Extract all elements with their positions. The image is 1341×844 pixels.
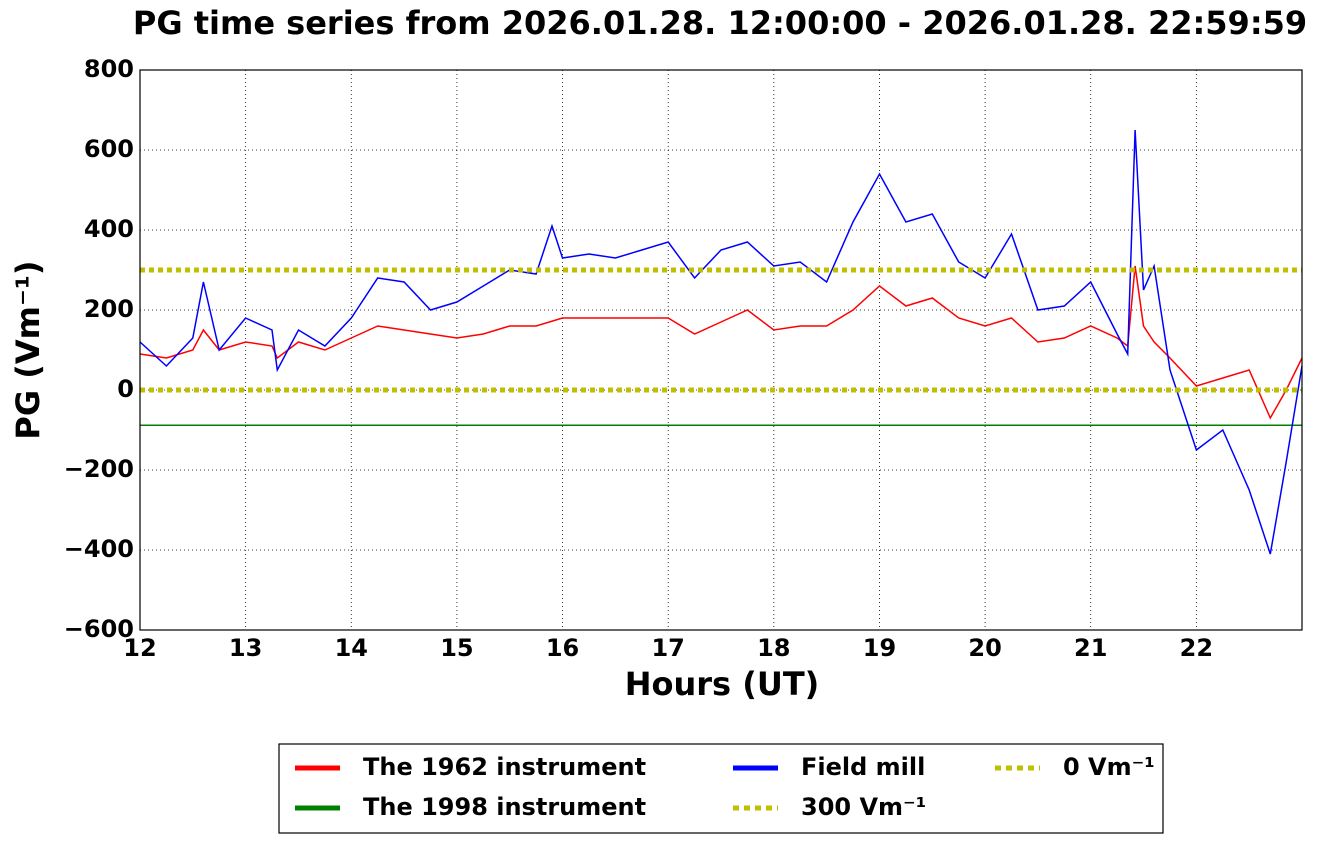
x-tick-label: 12 bbox=[123, 634, 156, 662]
x-tick-label: 14 bbox=[335, 634, 368, 662]
y-tick-label: 0 bbox=[117, 375, 134, 403]
x-tick-label: 21 bbox=[1074, 634, 1107, 662]
x-tick-label: 18 bbox=[757, 634, 790, 662]
y-axis-label: PG (Vm⁻¹) bbox=[9, 260, 47, 439]
plot-frame bbox=[139, 69, 1303, 631]
y-tick-label: 200 bbox=[84, 295, 134, 323]
x-tick-label: 17 bbox=[651, 634, 684, 662]
y-tick-label: 600 bbox=[84, 135, 134, 163]
chart-title: PG time series from 2026.01.28. 12:00:00… bbox=[133, 4, 1307, 42]
legend-label: Field mill bbox=[801, 753, 925, 781]
x-tick-label: 16 bbox=[546, 634, 579, 662]
x-tick-label: 20 bbox=[968, 634, 1001, 662]
x-tick-label: 19 bbox=[863, 634, 896, 662]
legend-label: The 1962 instrument bbox=[363, 753, 646, 781]
y-tick-label: 400 bbox=[84, 215, 134, 243]
legend-label: 300 Vm⁻¹ bbox=[801, 793, 926, 821]
legend-label: The 1998 instrument bbox=[363, 793, 646, 821]
x-tick-label: 13 bbox=[229, 634, 262, 662]
y-tick-label: 800 bbox=[84, 55, 134, 83]
x-axis-label: Hours (UT) bbox=[625, 665, 820, 703]
series-line bbox=[139, 129, 1303, 555]
y-tick-label: −600 bbox=[64, 615, 134, 643]
y-tick-label: −400 bbox=[64, 535, 134, 563]
x-tick-label: 15 bbox=[440, 634, 473, 662]
legend-label: 0 Vm⁻¹ bbox=[1063, 753, 1155, 781]
series-line bbox=[139, 265, 1303, 420]
y-tick-label: −200 bbox=[64, 455, 134, 483]
legend-box bbox=[278, 743, 1164, 834]
x-tick-label: 22 bbox=[1180, 634, 1213, 662]
